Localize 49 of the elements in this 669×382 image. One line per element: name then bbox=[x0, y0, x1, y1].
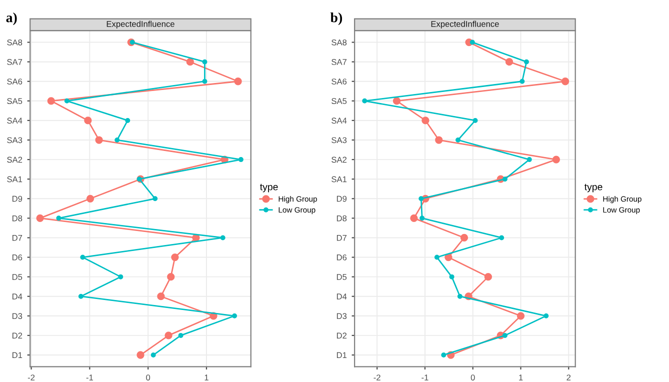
y-tick-label: D1 bbox=[12, 352, 22, 358]
y-tick-label: D4 bbox=[12, 294, 22, 300]
y-tick-label: SA3 bbox=[332, 137, 347, 144]
x-tick-label: 1 bbox=[519, 374, 523, 380]
chart-title: ExpectedInfluence bbox=[106, 20, 174, 29]
y-tick-label: SA2 bbox=[332, 156, 347, 163]
y-tick-label: D1 bbox=[336, 352, 347, 358]
y-tick-label: SA6 bbox=[332, 78, 347, 84]
y-tick-label: D6 bbox=[12, 254, 22, 260]
y-tick-label: SA7 bbox=[7, 59, 22, 65]
chart-title: ExpectedInfluence bbox=[431, 20, 499, 29]
x-tick-label: 0 bbox=[470, 374, 475, 380]
legend-title: type bbox=[260, 184, 278, 192]
y-tick-label: D2 bbox=[12, 332, 22, 338]
y-tick-label: D7 bbox=[336, 235, 347, 241]
x-tick-label: 2 bbox=[566, 374, 571, 380]
y-tick-label: D9 bbox=[12, 196, 22, 202]
y-tick-label: D2 bbox=[336, 332, 347, 338]
text: b) bbox=[330, 12, 342, 26]
y-tick-label: D9 bbox=[336, 196, 347, 202]
y-tick-label: D3 bbox=[336, 313, 347, 320]
y-tick-label: D5 bbox=[12, 274, 22, 280]
y-tick-label: SA4 bbox=[7, 118, 22, 124]
x-tick-label: -2 bbox=[28, 374, 35, 380]
y-tick-label: D7 bbox=[12, 235, 22, 241]
x-tick-label: -1 bbox=[422, 374, 428, 380]
y-tick-label: D3 bbox=[12, 313, 22, 320]
y-tick-label: SA8 bbox=[332, 39, 347, 46]
y-tick-label: D8 bbox=[336, 215, 347, 222]
y-tick-label: SA1 bbox=[332, 176, 347, 182]
y-tick-label: D6 bbox=[336, 254, 347, 260]
y-tick-label: D5 bbox=[336, 274, 347, 280]
y-tick-label: SA2 bbox=[7, 156, 22, 163]
y-tick-label: SA6 bbox=[7, 78, 22, 84]
y-tick-label: SA5 bbox=[7, 98, 22, 104]
y-tick-label: SA4 bbox=[332, 118, 347, 124]
x-tick-label: -2 bbox=[374, 374, 380, 380]
y-tick-label: D8 bbox=[12, 215, 22, 222]
y-tick-label: SA5 bbox=[332, 98, 347, 104]
text: a) bbox=[6, 12, 17, 26]
legend-title: type bbox=[584, 184, 602, 192]
y-tick-label: SA3 bbox=[7, 137, 22, 144]
y-tick-label: SA1 bbox=[7, 176, 22, 182]
x-tick-label: 0 bbox=[146, 374, 150, 380]
x-tick-label: 1 bbox=[204, 374, 208, 380]
y-tick-label: SA8 bbox=[7, 39, 22, 46]
x-tick-label: -1 bbox=[86, 374, 93, 380]
y-tick-label: SA7 bbox=[332, 59, 347, 65]
y-tick-label: D4 bbox=[336, 294, 347, 300]
